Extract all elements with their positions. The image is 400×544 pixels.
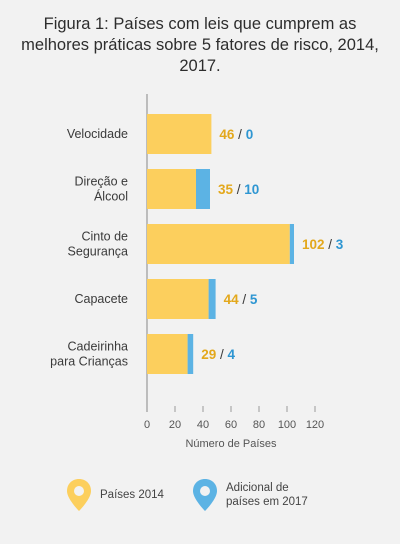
value-2017: 0	[246, 127, 254, 142]
category-label: para Crianças	[50, 355, 128, 369]
bar-2017-additional	[196, 169, 210, 209]
value-label: 44 / 5	[224, 292, 258, 307]
legend-item-2017: Adicional de países em 2017	[192, 478, 316, 512]
x-axis-title: Número de Países	[185, 438, 277, 450]
x-tick-label: 80	[253, 419, 265, 431]
value-separator: /	[239, 292, 250, 307]
bar-2014	[147, 224, 290, 264]
value-2017: 10	[244, 182, 259, 197]
bar-2017-additional	[187, 334, 194, 374]
bar-2014	[147, 334, 188, 374]
legend-label-2014: Países 2014	[100, 489, 164, 501]
value-2017: 5	[250, 292, 258, 307]
x-tick-label: 20	[169, 419, 181, 431]
category-label: Álcool	[94, 189, 128, 204]
value-separator: /	[216, 347, 227, 362]
value-2017: 4	[227, 347, 235, 362]
value-label: 29 / 4	[201, 347, 235, 362]
x-tick-label: 0	[144, 419, 150, 431]
bar-2017-additional	[289, 224, 294, 264]
map-pin-yellow-icon	[67, 479, 91, 511]
map-pin-blue-icon	[193, 479, 217, 511]
x-tick-label: 100	[278, 419, 296, 431]
category-label: Velocidade	[67, 127, 128, 141]
bar-2014	[147, 169, 196, 209]
legend-label-2017: Adicional de países em 2017	[226, 482, 308, 508]
category-label: Capacete	[74, 292, 128, 306]
value-label: 102 / 3	[302, 237, 344, 252]
category-label: Segurança	[68, 245, 129, 259]
bar-2017-additional	[208, 279, 216, 319]
category-label: Cadeirinha	[68, 340, 129, 354]
category-label: Cinto de	[81, 230, 128, 244]
value-2014: 102	[302, 237, 325, 252]
chart-title: Figura 1: Países com leis que cumprem as…	[21, 15, 379, 75]
value-separator: /	[325, 237, 336, 252]
legend: Países 2014 Adicional de países em 2017	[0, 478, 400, 528]
value-2014: 46	[219, 127, 235, 142]
x-tick-label: 40	[197, 419, 209, 431]
bar-2014	[147, 114, 212, 154]
value-2014: 35	[218, 182, 234, 197]
x-tick-label: 60	[225, 419, 237, 431]
category-label: Direção e	[75, 175, 129, 189]
value-2014: 44	[224, 292, 240, 307]
value-separator: /	[233, 182, 244, 197]
value-2014: 29	[201, 347, 216, 362]
legend-item-2014: Países 2014	[66, 478, 164, 512]
value-2017: 3	[336, 237, 344, 252]
value-separator: /	[234, 127, 245, 142]
value-label: 35 / 10	[218, 182, 259, 197]
bar-2014	[147, 279, 209, 319]
x-tick-label: 120	[306, 419, 324, 431]
value-label: 46 / 0	[219, 127, 253, 142]
